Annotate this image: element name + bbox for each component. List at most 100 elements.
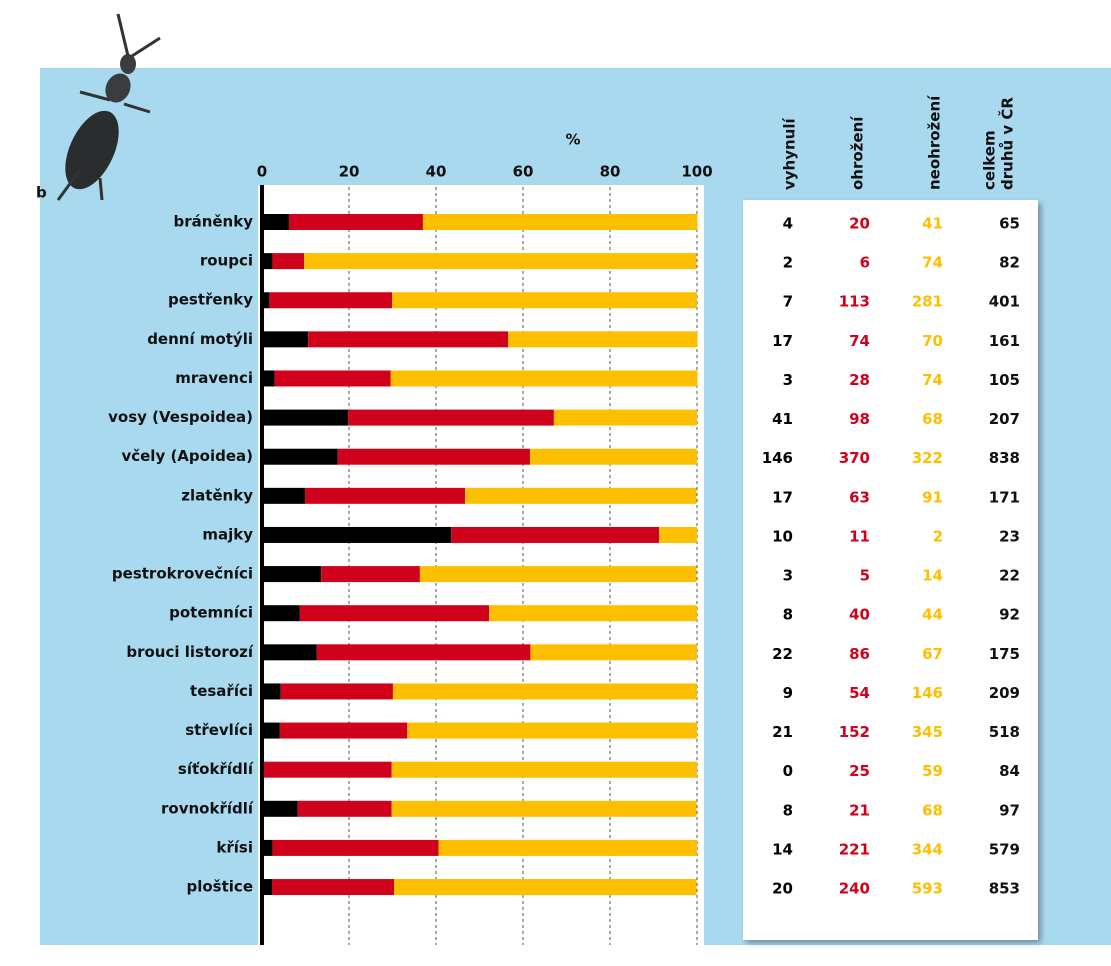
bar-segment <box>262 644 317 660</box>
table-cell: 74 <box>922 254 943 272</box>
table-cell: 152 <box>839 723 870 741</box>
category-label: křísi <box>216 838 253 856</box>
table-cell: 20 <box>772 880 793 898</box>
bar-segment <box>262 331 308 347</box>
x-tick-label: 80 <box>600 163 621 181</box>
category-label: zlatěnky <box>181 486 253 504</box>
table-cell: 0 <box>783 762 793 780</box>
category-label: mravenci <box>175 369 253 387</box>
table-cell: 579 <box>989 840 1020 858</box>
bar-segment <box>272 253 304 269</box>
table-cell: 221 <box>839 840 870 858</box>
category-label: potemníci <box>169 604 253 622</box>
category-label: včely (Apoidea) <box>121 447 253 465</box>
table-cell: 2 <box>933 527 943 545</box>
table-cell: 345 <box>912 723 943 741</box>
bar-segment <box>269 292 392 308</box>
bar-segment <box>262 488 305 504</box>
bar-segment <box>338 449 530 465</box>
table-cell: 161 <box>989 332 1020 350</box>
table-cell: 207 <box>989 410 1020 428</box>
table-cell: 146 <box>762 449 793 467</box>
column-header: neohrožení <box>926 95 944 190</box>
table-cell: 17 <box>772 488 793 506</box>
table-cell: 401 <box>989 293 1020 311</box>
table-cell: 41 <box>772 410 793 428</box>
table-cell: 21 <box>772 723 793 741</box>
bar-segment <box>391 370 698 386</box>
bar-segment <box>317 644 531 660</box>
bar-segment <box>659 527 697 543</box>
table-cell: 14 <box>922 567 943 585</box>
bar-segment <box>451 527 659 543</box>
table-cell: 240 <box>839 880 870 898</box>
category-label: roupci <box>200 252 253 270</box>
table-cell: 25 <box>849 762 870 780</box>
table-cell: 171 <box>989 488 1020 506</box>
table-cell: 67 <box>922 645 943 663</box>
bar-segment <box>508 331 697 347</box>
bar-segment <box>298 801 392 817</box>
table-cell: 113 <box>839 293 870 311</box>
table-cell: 23 <box>999 527 1020 545</box>
bar-segment <box>281 683 393 699</box>
table-cell: 281 <box>912 293 943 311</box>
table-cell: 74 <box>849 332 870 350</box>
table-cell: 146 <box>912 684 943 702</box>
table-cell: 3 <box>783 371 793 389</box>
x-tick-label: 20 <box>339 163 360 181</box>
bar-segment <box>439 840 697 856</box>
panel-label: b <box>36 184 47 202</box>
category-label: síťokřídlí <box>178 760 254 778</box>
table-cell: 22 <box>772 645 793 663</box>
table-cell: 209 <box>989 684 1020 702</box>
bar-segment <box>300 605 489 621</box>
table-cell: 63 <box>849 488 870 506</box>
bar-segment <box>262 683 281 699</box>
category-label: bráněnky <box>173 213 253 231</box>
bar-segment <box>272 840 438 856</box>
bar-segment <box>489 605 697 621</box>
bar-segment <box>272 879 394 895</box>
bar-segment <box>262 566 321 582</box>
table-cell: 98 <box>849 410 870 428</box>
table-cell: 22 <box>999 567 1020 585</box>
table-cell: 2 <box>783 254 793 272</box>
column-header: vyhynulí <box>781 117 799 190</box>
bar-segment <box>262 723 280 739</box>
table-cell: 853 <box>989 880 1020 898</box>
x-tick-label: 60 <box>513 163 534 181</box>
table-cell: 74 <box>922 371 943 389</box>
x-tick-label: 0 <box>257 163 267 181</box>
bar-segment <box>394 879 696 895</box>
category-label: ploštice <box>187 878 254 896</box>
table-cell: 59 <box>922 762 943 780</box>
bar-segment <box>262 762 392 778</box>
table-cell: 5 <box>860 567 870 585</box>
table-cell: 8 <box>783 606 793 624</box>
bar-segment <box>465 488 696 504</box>
table-cell: 44 <box>922 606 943 624</box>
chart: b % 020406080100bráněnkyroupcipestřenkyd… <box>0 0 1111 962</box>
table-cell: 370 <box>839 449 870 467</box>
table-cell: 41 <box>922 215 943 233</box>
table-cell: 92 <box>999 606 1020 624</box>
category-label: pestrokrovečníci <box>112 565 253 583</box>
category-label: brouci listorozí <box>126 643 253 661</box>
bar-segment <box>305 488 465 504</box>
category-label: pestřenky <box>168 291 253 309</box>
bar-segment <box>289 214 423 230</box>
bar-segment <box>262 527 451 543</box>
category-label: denní motýli <box>147 330 253 348</box>
table-cell: 3 <box>783 567 793 585</box>
axis-label: % <box>565 131 580 149</box>
x-tick-label: 40 <box>426 163 447 181</box>
table-cell: 344 <box>912 840 943 858</box>
bar-segment <box>407 723 697 739</box>
table-cell: 518 <box>989 723 1020 741</box>
table-cell: 6 <box>860 254 870 272</box>
table-cell: 8 <box>783 801 793 819</box>
table-cell: 20 <box>849 215 870 233</box>
table-cell: 105 <box>989 371 1020 389</box>
table-cell: 21 <box>849 801 870 819</box>
